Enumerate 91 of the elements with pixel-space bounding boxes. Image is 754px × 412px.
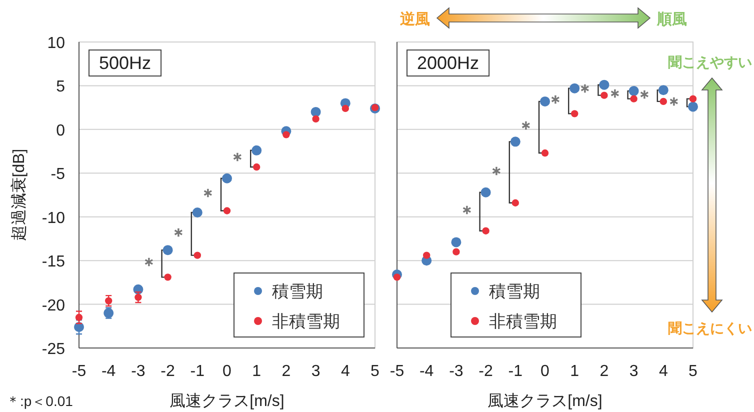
point: [628, 86, 639, 96]
annotation: ＊: [517, 118, 535, 138]
annotation: 聞こえやすい: [668, 54, 752, 70]
point: [689, 95, 697, 102]
annotation: ＊: [665, 94, 683, 114]
text: 逆風: [399, 11, 430, 28]
x-tick-label: -1: [508, 363, 523, 380]
y-tick-label: -15: [42, 254, 66, 271]
x-tick-label: 5: [688, 363, 698, 380]
y-tick-label: -5: [50, 166, 66, 184]
x-tick-label: 0: [540, 363, 550, 380]
text: 順風: [656, 11, 687, 28]
x-tick-label: -3: [131, 363, 146, 380]
point: [571, 110, 578, 118]
point: [164, 274, 172, 281]
annotation: ＊: [606, 86, 624, 106]
point: [342, 104, 349, 112]
annotation: ＊: [458, 202, 476, 223]
y-tick-label: -10: [42, 210, 66, 227]
x-tick-label: 5: [370, 363, 380, 380]
annotation: ＊: [576, 81, 594, 102]
point: [423, 252, 430, 259]
point: [310, 106, 321, 117]
annotation: ＊: [487, 163, 506, 184]
x-tick-label: 0: [222, 363, 232, 380]
x-tick-label: -4: [101, 363, 116, 380]
point: [194, 252, 201, 259]
x-tick-label: -2: [478, 363, 494, 380]
legend-label: 非積雪期: [272, 312, 340, 331]
point: [223, 207, 231, 214]
x-tick-label: -5: [390, 363, 404, 380]
x-tick-label: 4: [658, 363, 668, 380]
point: [222, 173, 232, 184]
point: [570, 83, 580, 94]
point: [688, 102, 698, 112]
y-axis-title: 超過減衰[dB]: [10, 148, 28, 242]
x-tick-label: 2: [282, 363, 291, 380]
point: [451, 237, 462, 248]
y-tick-label: 10: [47, 35, 66, 52]
point: [599, 80, 610, 90]
x-tick-label: 4: [340, 363, 350, 380]
point: [452, 248, 460, 256]
annotation: ＊: [546, 92, 565, 112]
text: ＊:p＜0.01: [6, 393, 74, 409]
annotation: ＊: [228, 150, 247, 170]
x-tick-label: -2: [160, 363, 176, 380]
x-tick-label: 1: [252, 363, 262, 380]
point: [162, 245, 173, 256]
point: [540, 96, 550, 106]
point: [252, 145, 262, 156]
legend-label: 積雪期: [272, 282, 323, 301]
point: [630, 95, 638, 102]
x-tick-label: -5: [72, 363, 86, 380]
point: [312, 115, 320, 123]
point: [658, 85, 668, 96]
point: [541, 149, 549, 157]
x-tick-label: 1: [570, 363, 580, 380]
x-axis-title: 風速クラス[m/s]: [488, 392, 602, 410]
point: [134, 294, 142, 301]
x-tick-label: 3: [311, 363, 320, 380]
x-tick-label: -3: [449, 363, 464, 380]
text: 500Hz: [99, 53, 152, 73]
legend-label: 非積雪期: [489, 312, 557, 331]
point: [510, 136, 520, 147]
y-tick-label: 0: [56, 122, 66, 140]
x-tick-label: 3: [629, 363, 638, 380]
annotation: ＊: [169, 224, 188, 245]
annotation: ＊: [199, 186, 217, 206]
x-tick-label: 2: [600, 363, 609, 380]
point: [282, 131, 290, 138]
point: [393, 274, 401, 281]
y-tick-label: -20: [42, 297, 66, 314]
point: [75, 314, 83, 321]
point: [480, 187, 491, 198]
annotation: ＊: [635, 86, 654, 107]
point: [253, 163, 260, 171]
y-tick-label: -25: [42, 341, 66, 358]
annotation: 聞こえにくい: [668, 320, 752, 336]
point: [482, 227, 490, 234]
point: [600, 92, 608, 99]
legend-label: 積雪期: [489, 282, 540, 301]
point: [192, 207, 202, 218]
point: [105, 297, 112, 304]
annotation: ＊: [140, 254, 158, 275]
x-tick-label: -1: [190, 363, 205, 380]
point: [660, 98, 667, 106]
x-axis-title: 風速クラス[m/s]: [170, 392, 284, 410]
y-tick-label: 5: [56, 78, 66, 96]
text: 2000Hz: [417, 53, 480, 73]
point: [512, 199, 519, 206]
x-tick-label: -4: [419, 363, 434, 380]
